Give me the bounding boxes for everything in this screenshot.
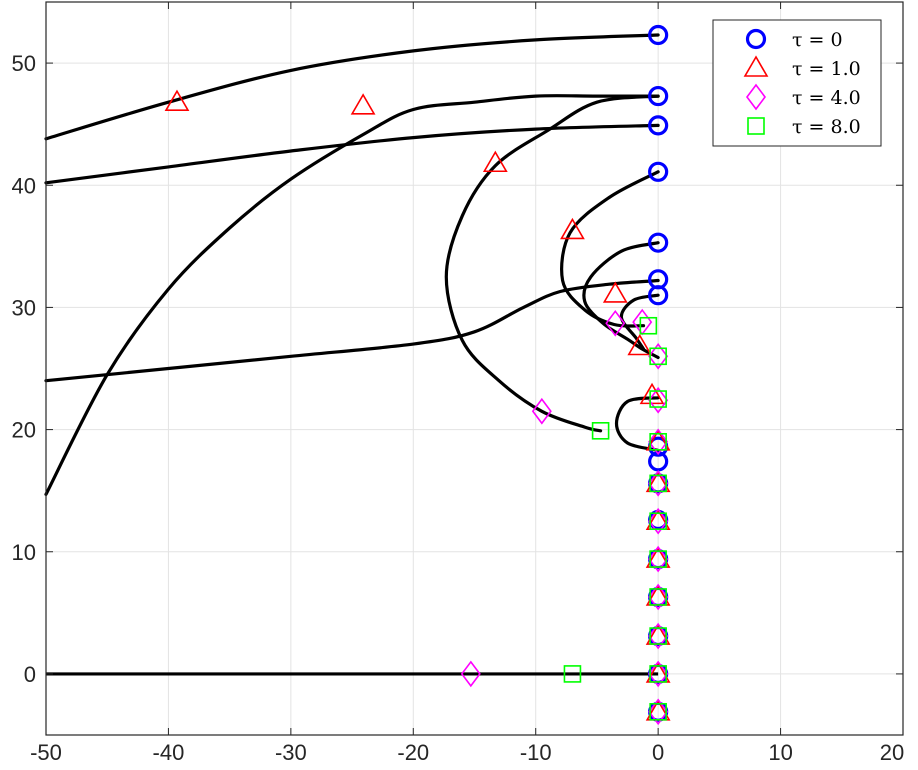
x-tick-label: 10	[768, 740, 792, 765]
legend-marker-circle	[745, 28, 767, 50]
x-tick-label: -20	[397, 740, 429, 765]
legend-marker-diamond	[746, 83, 766, 111]
marker-square	[649, 474, 667, 493]
marker-diamond	[648, 698, 669, 726]
x-tick-label: 20	[880, 740, 904, 765]
tick-labels: -50 -40 -30 -20 -10 0 10 20 0 10 20 30 40 50	[12, 51, 905, 765]
marker-square	[649, 665, 667, 683]
legend-label: τ = 1.0	[792, 58, 861, 80]
trajectory-curve	[44, 33, 660, 141]
legend-label: τ = 4.0	[792, 87, 861, 109]
x-tick-label: -50	[30, 740, 62, 765]
marker-diamond	[648, 507, 669, 535]
marker-diamond	[632, 308, 653, 336]
y-tick-label: 20	[12, 418, 36, 443]
marker-triangle	[560, 217, 585, 240]
marker-circle	[648, 115, 669, 136]
legend-label: τ = 8.0	[792, 116, 861, 138]
marker-triangle	[482, 150, 508, 173]
marker-diamond	[648, 583, 669, 611]
marker-square	[591, 422, 610, 440]
marker-circle	[648, 24, 669, 46]
marker-square	[649, 347, 667, 366]
trajectory-curve	[44, 123, 660, 185]
trajectory-curve	[614, 396, 660, 452]
legend-marker-square	[747, 117, 765, 135]
marker-square	[639, 316, 658, 335]
marker-diamond	[648, 386, 669, 414]
y-tick-label: 10	[12, 540, 36, 565]
axes-box	[45, 1, 904, 736]
marker-diamond	[605, 309, 626, 337]
legend-marker-triangle	[743, 55, 769, 77]
marker-triangle	[639, 382, 665, 405]
trajectory-curve	[444, 94, 660, 433]
x-tick-label: -10	[520, 740, 552, 765]
marker-triangle	[350, 93, 376, 115]
axes-frame	[45, 1, 904, 736]
trajectory-curve	[619, 293, 660, 351]
trajectory-curve	[44, 278, 660, 383]
y-tick-label: 50	[12, 51, 36, 76]
y-tick-label: 30	[12, 295, 36, 320]
marker-square	[649, 588, 667, 606]
marker-diamond	[648, 428, 669, 456]
marker-diamond	[648, 622, 669, 650]
legend-box	[712, 19, 882, 147]
trajectory-curves	[44, 33, 660, 676]
marker-square	[649, 512, 667, 531]
marker-diamond	[648, 342, 669, 370]
marker-circle	[648, 161, 669, 182]
legend-label: τ = 0	[792, 29, 843, 51]
y-tick-label: 40	[12, 173, 36, 198]
marker-diamond	[648, 660, 669, 688]
marker-square	[649, 390, 667, 408]
trajectory-curve	[560, 170, 660, 328]
marker-triangle	[602, 281, 628, 303]
marker-triangle	[164, 89, 190, 111]
marker-square	[649, 627, 667, 645]
marker-diamond	[648, 470, 669, 497]
x-tick-label: 0	[652, 740, 664, 765]
trajectory-curve	[44, 94, 660, 496]
marker-square	[649, 702, 667, 721]
legend: τ = 0 τ = 1.0 τ = 4.0 τ = 8.0	[712, 19, 882, 147]
marker-diamond	[460, 660, 481, 688]
marker-circle	[648, 85, 669, 107]
series-markers	[164, 24, 671, 726]
marker-diamond	[648, 545, 669, 573]
y-tick-label: 0	[24, 662, 36, 687]
x-tick-label: -40	[153, 740, 185, 765]
marker-diamond	[531, 397, 552, 425]
marker-circle	[648, 285, 669, 306]
marker-triangle	[627, 333, 653, 356]
marker-circle	[648, 232, 669, 253]
marker-square	[649, 432, 667, 451]
trajectory-curve	[582, 241, 660, 360]
marker-square	[649, 550, 667, 568]
x-tick-label: -30	[275, 740, 307, 765]
marker-square	[563, 665, 582, 683]
